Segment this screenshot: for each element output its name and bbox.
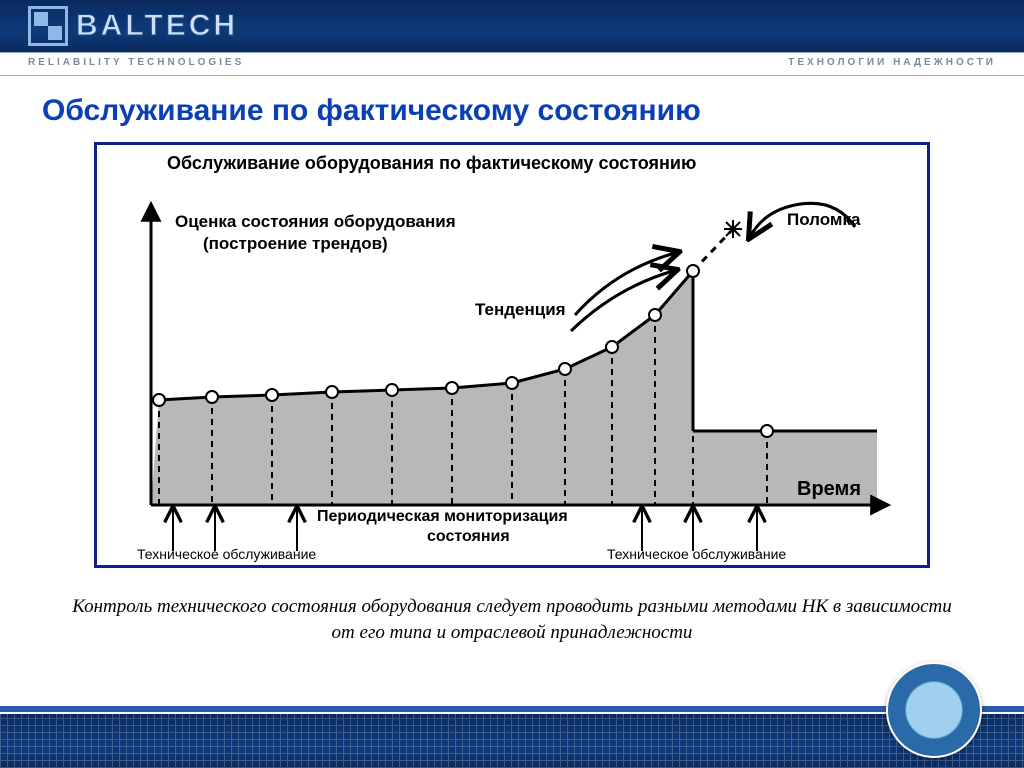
svg-text:Обслуживание оборудования по ф: Обслуживание оборудования по фактическом… [167,153,696,173]
diagram-svg: Обслуживание оборудования по фактическом… [97,145,927,565]
brand-seal-icon [886,662,982,758]
slide-description: Контроль технического состояния оборудов… [70,594,954,645]
logo-icon [28,6,68,46]
brand-logo: BALTECH [28,6,238,46]
tagline-strip: RELIABILITY TECHNOLOGIES ТЕХНОЛОГИИ НАДЕ… [0,52,1024,76]
brand-name: BALTECH [76,9,238,43]
svg-text:Время: Время [797,478,861,500]
svg-text:Периодическая мониторизация: Периодическая мониторизация [317,508,568,525]
tagline-left: RELIABILITY TECHNOLOGIES [28,57,244,68]
footer-grid [0,714,1024,768]
footer [0,682,1024,768]
footer-accent [0,706,1024,712]
header-bar: BALTECH [0,0,1024,52]
svg-text:Техническое обслуживание: Техническое обслуживание [137,546,316,562]
svg-text:(построение трендов): (построение трендов) [203,234,388,253]
svg-text:Техническое обслуживание: Техническое обслуживание [607,546,786,562]
svg-text:состояния: состояния [427,528,510,545]
svg-text:Тенденция: Тенденция [475,300,566,319]
slide-title: Обслуживание по фактическому состоянию [42,94,1024,128]
svg-text:Поломка: Поломка [787,210,861,229]
svg-text:Оценка состояния оборудования: Оценка состояния оборудования [175,212,456,231]
tagline-right: ТЕХНОЛОГИИ НАДЕЖНОСТИ [788,57,996,68]
condition-maintenance-diagram: Обслуживание оборудования по фактическом… [94,142,930,568]
